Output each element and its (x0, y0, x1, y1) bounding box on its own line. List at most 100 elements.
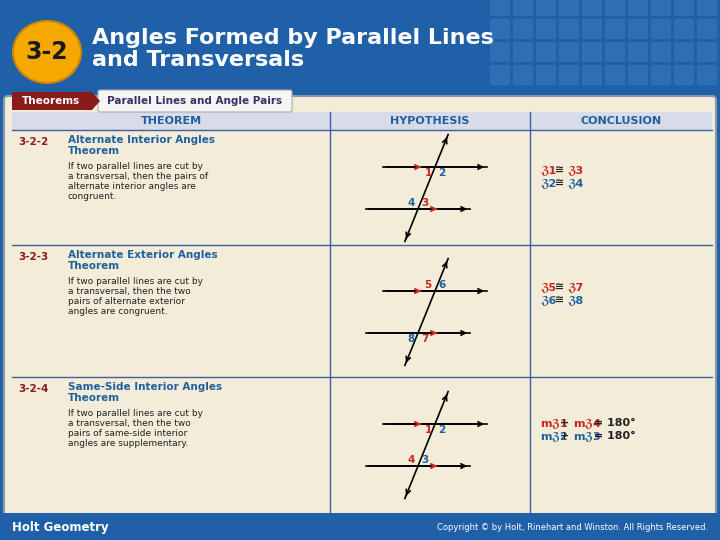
Text: Same-Side Interior Angles: Same-Side Interior Angles (68, 382, 222, 392)
Bar (697, 42, 717, 62)
Bar (605, 19, 625, 39)
Text: a transversal, then the pairs of: a transversal, then the pairs of (68, 172, 208, 181)
Text: ≅: ≅ (551, 165, 568, 175)
Bar (582, 42, 602, 62)
Bar (536, 19, 556, 39)
Text: Theorems: Theorems (22, 96, 80, 106)
Text: 3: 3 (421, 198, 428, 208)
Bar (559, 19, 579, 39)
Bar (0, 513, 720, 540)
Bar (651, 65, 671, 85)
Text: 4: 4 (408, 198, 415, 208)
Bar (674, 19, 694, 39)
Text: 1: 1 (424, 168, 431, 178)
Bar (628, 42, 648, 62)
Text: Angles Formed by Parallel Lines: Angles Formed by Parallel Lines (92, 28, 494, 48)
Text: 3-2: 3-2 (26, 40, 68, 64)
Text: mℨ2: mℨ2 (540, 431, 568, 441)
Text: congruent.: congruent. (68, 192, 117, 201)
Bar (605, 0, 625, 16)
Bar (490, 65, 510, 85)
Text: CONCLUSION: CONCLUSION (580, 116, 662, 126)
Text: 3-2-2: 3-2-2 (18, 137, 48, 147)
Bar (513, 0, 533, 16)
Bar (513, 42, 533, 62)
Text: angles are congruent.: angles are congruent. (68, 307, 168, 316)
Bar (536, 65, 556, 85)
Text: Theorem: Theorem (68, 146, 120, 156)
Bar (651, 19, 671, 39)
Bar (651, 0, 671, 16)
Text: If two parallel lines are cut by: If two parallel lines are cut by (68, 277, 203, 286)
Bar (697, 65, 717, 85)
Polygon shape (12, 92, 100, 110)
Text: Theorem: Theorem (68, 393, 120, 403)
Text: ℨ8: ℨ8 (567, 295, 584, 305)
Bar (559, 65, 579, 85)
Text: ≅: ≅ (551, 282, 568, 292)
Text: pairs of same-side interior: pairs of same-side interior (68, 429, 187, 438)
Bar (697, 0, 717, 16)
Bar (582, 65, 602, 85)
Text: Parallel Lines and Angle Pairs: Parallel Lines and Angle Pairs (107, 96, 282, 106)
Text: 2: 2 (438, 168, 446, 178)
Ellipse shape (13, 21, 81, 83)
Text: = 180°: = 180° (590, 418, 635, 428)
Text: 3-2-3: 3-2-3 (18, 252, 48, 262)
FancyBboxPatch shape (98, 90, 292, 112)
Text: ℨ2: ℨ2 (540, 178, 557, 188)
Bar (628, 0, 648, 16)
Text: +: + (557, 431, 574, 441)
Text: HYPOTHESIS: HYPOTHESIS (390, 116, 469, 126)
Text: mℨ3: mℨ3 (573, 431, 600, 441)
Text: ℨ4: ℨ4 (567, 178, 584, 188)
Text: ℨ1: ℨ1 (540, 165, 557, 175)
Text: Alternate Interior Angles: Alternate Interior Angles (68, 135, 215, 145)
Text: 2: 2 (438, 425, 446, 435)
Text: 8: 8 (408, 334, 415, 344)
Bar (490, 0, 510, 16)
Bar (674, 0, 694, 16)
Bar (559, 0, 579, 16)
Text: ≅: ≅ (551, 178, 568, 188)
Bar (490, 42, 510, 62)
Bar (536, 42, 556, 62)
Bar (628, 65, 648, 85)
Text: If two parallel lines are cut by: If two parallel lines are cut by (68, 409, 203, 418)
Bar (559, 42, 579, 62)
Text: 5: 5 (424, 280, 431, 290)
Text: mℨ4: mℨ4 (573, 418, 601, 428)
Bar (605, 65, 625, 85)
Bar (674, 42, 694, 62)
Text: pairs of alternate exterior: pairs of alternate exterior (68, 297, 185, 306)
Text: angles are supplementary.: angles are supplementary. (68, 439, 189, 448)
Bar (628, 19, 648, 39)
Text: +: + (557, 418, 574, 428)
Bar (605, 42, 625, 62)
Text: Holt Geometry: Holt Geometry (12, 521, 109, 534)
Bar (12, 112, 712, 130)
Bar (582, 0, 602, 16)
Text: = 180°: = 180° (590, 431, 635, 441)
Text: ℨ7: ℨ7 (567, 282, 584, 292)
Text: 3: 3 (421, 455, 428, 465)
Bar (651, 42, 671, 62)
Text: mℨ1: mℨ1 (540, 418, 568, 428)
Text: ℨ5: ℨ5 (540, 282, 556, 292)
Text: Copyright © by Holt, Rinehart and Winston. All Rights Reserved.: Copyright © by Holt, Rinehart and Winsto… (437, 523, 708, 531)
Text: 1: 1 (424, 425, 431, 435)
Bar (697, 19, 717, 39)
Text: THEOREM: THEOREM (140, 116, 202, 126)
Text: a transversal, then the two: a transversal, then the two (68, 419, 191, 428)
Text: ≅: ≅ (551, 295, 568, 305)
Text: ℨ3: ℨ3 (567, 165, 584, 175)
Text: 6: 6 (438, 280, 446, 290)
Text: 3-2-4: 3-2-4 (18, 384, 48, 394)
Bar (582, 19, 602, 39)
Text: Theorem: Theorem (68, 261, 120, 271)
Text: ℨ6: ℨ6 (540, 295, 557, 305)
Text: a transversal, then the two: a transversal, then the two (68, 287, 191, 296)
Text: and Transversals: and Transversals (92, 50, 304, 70)
Text: alternate interior angles are: alternate interior angles are (68, 182, 196, 191)
Text: 4: 4 (408, 455, 415, 465)
